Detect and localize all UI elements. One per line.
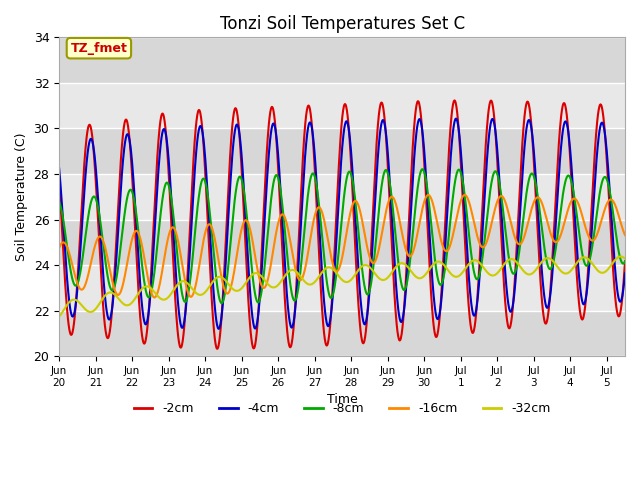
-16cm bbox=[621, 232, 629, 238]
-8cm bbox=[168, 196, 175, 202]
-2cm bbox=[451, 97, 458, 103]
-16cm bbox=[424, 192, 432, 198]
-32cm bbox=[546, 256, 554, 262]
-32cm bbox=[218, 275, 226, 281]
-8cm bbox=[484, 205, 492, 211]
Line: -32cm: -32cm bbox=[59, 256, 625, 317]
-32cm bbox=[617, 253, 625, 259]
-16cm bbox=[55, 245, 63, 251]
-8cm bbox=[270, 177, 278, 182]
-4cm bbox=[157, 141, 164, 146]
-2cm bbox=[484, 113, 492, 119]
Bar bbox=[59, 129, 625, 174]
-4cm bbox=[55, 166, 63, 171]
-16cm bbox=[547, 231, 555, 237]
-16cm bbox=[484, 235, 492, 241]
Line: -4cm: -4cm bbox=[59, 119, 625, 329]
-32cm bbox=[55, 314, 63, 320]
-16cm bbox=[270, 241, 278, 247]
-8cm bbox=[547, 266, 555, 272]
Title: Tonzi Soil Temperatures Set C: Tonzi Soil Temperatures Set C bbox=[220, 15, 465, 33]
-4cm bbox=[270, 121, 278, 127]
-2cm bbox=[168, 223, 175, 229]
-16cm bbox=[157, 274, 165, 280]
-16cm bbox=[150, 295, 158, 300]
-8cm bbox=[218, 300, 225, 306]
-4cm bbox=[484, 144, 492, 149]
-4cm bbox=[168, 197, 175, 203]
-32cm bbox=[483, 269, 491, 275]
-16cm bbox=[219, 280, 227, 286]
-2cm bbox=[219, 295, 227, 301]
Y-axis label: Soil Temperature (C): Soil Temperature (C) bbox=[15, 132, 28, 261]
-8cm bbox=[219, 299, 227, 305]
X-axis label: Time: Time bbox=[326, 393, 358, 406]
-8cm bbox=[419, 167, 426, 172]
-32cm bbox=[621, 256, 629, 262]
Legend: -2cm, -4cm, -8cm, -16cm, -32cm: -2cm, -4cm, -8cm, -16cm, -32cm bbox=[129, 397, 556, 420]
-4cm bbox=[215, 326, 223, 332]
-2cm bbox=[213, 346, 221, 352]
-4cm bbox=[219, 302, 227, 308]
-8cm bbox=[621, 259, 629, 264]
Bar bbox=[59, 37, 625, 83]
-2cm bbox=[55, 178, 63, 183]
Line: -8cm: -8cm bbox=[59, 169, 625, 303]
-2cm bbox=[547, 282, 555, 288]
-4cm bbox=[621, 270, 629, 276]
Text: TZ_fmet: TZ_fmet bbox=[70, 42, 127, 55]
-2cm bbox=[270, 112, 278, 118]
-32cm bbox=[270, 285, 278, 290]
Line: -2cm: -2cm bbox=[59, 100, 625, 349]
-4cm bbox=[452, 116, 460, 121]
Bar bbox=[59, 220, 625, 265]
Bar bbox=[59, 311, 625, 356]
-16cm bbox=[168, 225, 175, 231]
-8cm bbox=[157, 210, 164, 216]
Line: -16cm: -16cm bbox=[59, 195, 625, 298]
-2cm bbox=[157, 116, 164, 122]
-2cm bbox=[621, 258, 629, 264]
-32cm bbox=[157, 296, 164, 301]
-32cm bbox=[168, 290, 175, 296]
-8cm bbox=[55, 199, 63, 204]
-4cm bbox=[547, 288, 555, 293]
